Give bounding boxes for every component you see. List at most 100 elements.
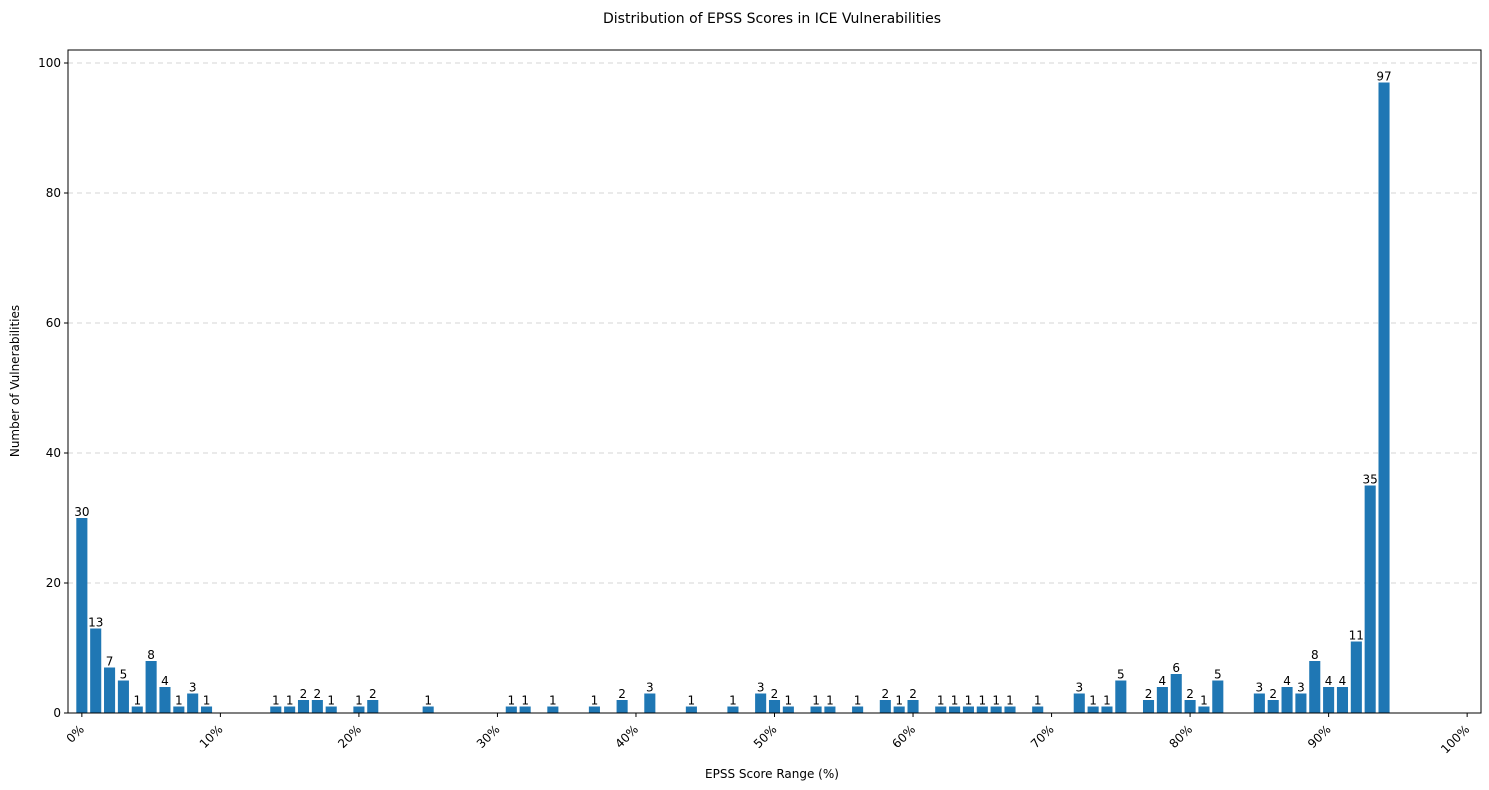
bar-value-label: 1 [895, 694, 903, 708]
bar [990, 706, 1002, 713]
bar [1004, 706, 1016, 713]
bar [1073, 693, 1085, 713]
bar-value-label: 1 [978, 694, 986, 708]
x-tick-label: 20% [335, 722, 364, 751]
x-axis-ticks: 0% 10% 20% 30% 40% 50% 60% 70% 80% 90% 100% [64, 713, 1472, 756]
bar-value-label: 1 [785, 694, 793, 708]
bar [893, 706, 905, 713]
bar [1281, 687, 1293, 713]
bar-value-label: 1 [951, 694, 959, 708]
bar [685, 706, 697, 713]
y-axis-label: Number of Vulnerabilities [8, 305, 22, 457]
bar [1378, 82, 1390, 713]
bar [810, 706, 822, 713]
bar [1101, 706, 1113, 713]
bar [782, 706, 794, 713]
bar-value-label: 1 [992, 694, 1000, 708]
bar [1295, 693, 1307, 713]
x-tick-label: 100% [1438, 722, 1472, 756]
bar-value-label: 8 [1311, 648, 1319, 662]
bar [852, 706, 864, 713]
bar-value-label: 1 [812, 694, 820, 708]
bar-value-label: 1 [549, 694, 557, 708]
x-tick-label: 60% [889, 722, 918, 751]
x-tick-label: 10% [197, 722, 226, 751]
bar [131, 706, 143, 713]
bar [907, 700, 919, 713]
bar [90, 628, 102, 713]
bar [1198, 706, 1210, 713]
bar [117, 680, 129, 713]
bar-value-label: 2 [882, 687, 890, 701]
y-tick-label: 60 [46, 316, 61, 330]
x-axis-label: EPSS Score Range (%) [705, 767, 839, 781]
x-tick-label: 90% [1305, 722, 1334, 751]
bar [187, 693, 199, 713]
bar-value-label: 5 [1214, 668, 1222, 682]
bar-value-label: 97 [1376, 70, 1391, 84]
bar-value-label: 2 [1269, 687, 1277, 701]
bar-value-label: 1 [286, 694, 294, 708]
bar-value-label: 5 [1117, 668, 1125, 682]
bar-value-label: 1 [1034, 694, 1042, 708]
bar-value-label: 1 [1006, 694, 1014, 708]
bar [145, 661, 157, 713]
bar [727, 706, 739, 713]
bar-value-label: 2 [369, 687, 377, 701]
bar [104, 667, 116, 713]
bar-value-label: 2 [1186, 687, 1194, 701]
bar-value-label: 11 [1349, 629, 1364, 643]
bar-value-label: 1 [826, 694, 834, 708]
y-gridlines [68, 62, 1481, 584]
bar-value-label: 1 [688, 694, 696, 708]
bar-value-label: 13 [88, 616, 103, 630]
bar-value-label: 8 [147, 648, 155, 662]
bar [353, 706, 365, 713]
x-tick-label: 50% [751, 722, 780, 751]
bar-value-label: 1 [272, 694, 280, 708]
bar [325, 706, 337, 713]
bar [76, 518, 88, 713]
bar-value-label: 1 [133, 694, 141, 708]
bar-value-label: 1 [521, 694, 529, 708]
bar-value-label: 4 [161, 674, 169, 688]
bar [755, 693, 767, 713]
bars [76, 82, 1390, 713]
bar [159, 687, 171, 713]
bar-value-label: 1 [854, 694, 862, 708]
bar-value-label: 1 [175, 694, 183, 708]
bar-value-label: 30 [74, 505, 89, 519]
bar [824, 706, 836, 713]
bar-value-label: 1 [507, 694, 515, 708]
bar [200, 706, 213, 713]
bar-value-label: 2 [909, 687, 917, 701]
y-axis-ticks: 0 20 40 60 80 100 [38, 56, 68, 720]
bar [1156, 687, 1168, 713]
bar [367, 700, 379, 713]
bar-value-label: 1 [1103, 694, 1111, 708]
bar [1170, 674, 1182, 713]
bar [1309, 661, 1321, 713]
bar-value-label: 7 [106, 655, 114, 669]
bar-value-label: 4 [1339, 674, 1347, 688]
bar [519, 706, 531, 713]
y-tick-label: 40 [46, 446, 61, 460]
bar [505, 706, 517, 713]
bar [270, 706, 282, 713]
x-tick-label: 0% [64, 722, 87, 745]
bar [1115, 680, 1127, 713]
bar [422, 706, 434, 713]
bar-value-label: 3 [1075, 681, 1083, 695]
y-tick-label: 80 [46, 186, 61, 200]
bar [297, 700, 310, 713]
x-tick-label: 80% [1166, 722, 1195, 751]
bar [173, 706, 185, 713]
x-tick-label: 70% [1028, 722, 1057, 751]
bar [1032, 706, 1044, 713]
bar-value-label: 1 [327, 694, 335, 708]
bar-value-label: 3 [189, 681, 197, 695]
bar-value-label: 1 [424, 694, 432, 708]
bar-value-label: 2 [618, 687, 626, 701]
bar-value-label: 1 [729, 694, 737, 708]
